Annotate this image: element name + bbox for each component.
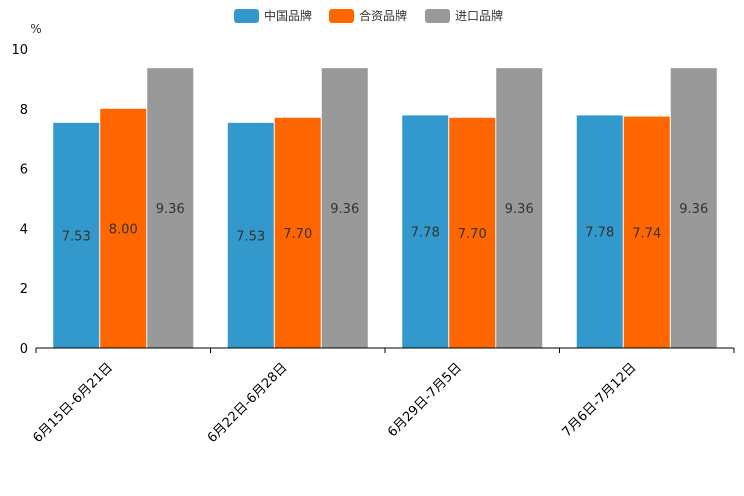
y-tick-label: 4 [20, 222, 28, 237]
legend-swatch[interactable] [234, 9, 259, 23]
legend-label[interactable]: 中国品牌 [264, 8, 312, 23]
bar-value-label: 7.70 [458, 227, 487, 242]
bar-value-label: 7.78 [585, 226, 614, 241]
legend-swatch[interactable] [329, 9, 354, 23]
bar[interactable] [496, 68, 543, 349]
legend-label[interactable]: 合资品牌 [359, 8, 407, 23]
bar-value-label: 7.53 [236, 229, 265, 244]
bar[interactable] [53, 122, 100, 348]
bar[interactable] [576, 115, 623, 349]
y-tick-label: 2 [20, 282, 28, 297]
y-axis: 0 2 4 6 8 10 [11, 43, 28, 357]
legend-swatch[interactable] [425, 9, 450, 23]
bar[interactable] [623, 116, 670, 348]
x-tick-label: 6月22日-6月28日 [205, 360, 291, 446]
x-tick-label: 6月29日-7月5日 [385, 360, 465, 440]
legend: 中国品牌 合资品牌 进口品牌 [234, 8, 503, 23]
y-tick-label: 0 [20, 342, 28, 357]
bar-value-label: 7.74 [632, 226, 661, 241]
x-tick-label: 7月6日-7月12日 [560, 360, 640, 440]
bar-value-label: 9.36 [156, 202, 185, 217]
y-tick-label: 6 [20, 163, 28, 178]
x-tick-label: 6月15日-6月21日 [30, 360, 116, 446]
bar-value-label: 9.36 [679, 202, 708, 217]
legend-label[interactable]: 进口品牌 [455, 9, 503, 23]
bar[interactable] [274, 117, 321, 349]
y-tick-label: 10 [11, 43, 28, 58]
y-axis-unit-label: % [30, 22, 41, 36]
bar-value-label: 7.78 [411, 226, 440, 241]
bar-series: 7.53 8.00 9.36 7.53 7.70 9.36 7.78 7.70 9.36 7.78… [53, 68, 717, 349]
bar-value-label: 9.36 [505, 202, 534, 217]
x-axis: 6月15日-6月21日 6月22日-6月28日 6月29日-7月5日 7月6日-7月1… [30, 347, 735, 446]
bar[interactable] [402, 115, 449, 349]
bar[interactable] [449, 117, 496, 349]
bar[interactable] [321, 68, 368, 349]
bar[interactable] [227, 122, 274, 348]
bar-value-label: 8.00 [109, 222, 138, 237]
bar[interactable] [147, 68, 194, 349]
bar-value-label: 9.36 [330, 202, 359, 217]
bar-value-label: 7.53 [62, 229, 91, 244]
y-tick-label: 8 [20, 103, 28, 118]
bar[interactable] [100, 108, 147, 348]
bar[interactable] [670, 68, 717, 349]
bar-value-label: 7.70 [283, 227, 312, 242]
